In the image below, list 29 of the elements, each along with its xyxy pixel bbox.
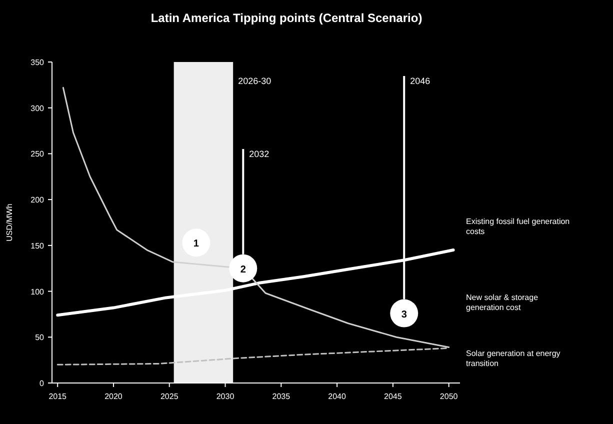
y-tick-label: 150 <box>30 241 45 250</box>
x-tick-label: 2040 <box>328 392 346 401</box>
x-tick-label: 2020 <box>104 392 123 401</box>
y-tick-label: 200 <box>30 196 45 205</box>
y-axis-title: USD/MWh <box>5 204 14 242</box>
x-tick-label: 2045 <box>384 392 402 401</box>
line-series <box>62 86 450 348</box>
band-label: 2026-30 <box>238 76 272 86</box>
text: Existing fossil fuel generation costs <box>466 217 570 236</box>
y-tick-label: 250 <box>30 150 45 159</box>
ref-line-label: 2032 <box>249 149 270 159</box>
chart-title: Latin America Tipping points (Central Scenario) <box>150 11 422 25</box>
x-tick-label: 2030 <box>216 392 235 401</box>
y-tick-label: 50 <box>35 333 45 342</box>
annotation: 3 <box>401 309 408 320</box>
line-series <box>56 347 450 366</box>
ref-line-label: 2046 <box>410 76 430 86</box>
x-tick-label: 2015 <box>48 392 68 401</box>
x-tick-label: 2035 <box>272 392 291 401</box>
text: Solar generation at energy transition <box>466 349 560 368</box>
annotation: 1 <box>193 238 200 250</box>
x-tick-label: 2050 <box>440 392 458 401</box>
y-tick-label: 100 <box>30 287 45 296</box>
text: New solar & storage generation cost <box>466 293 539 312</box>
y-tick-label: 0 <box>40 379 45 388</box>
y-tick-label: 350 <box>30 58 45 67</box>
annotation: 2 <box>240 264 246 276</box>
x-tick-label: 2025 <box>160 392 179 401</box>
y-tick-label: 300 <box>30 104 45 113</box>
